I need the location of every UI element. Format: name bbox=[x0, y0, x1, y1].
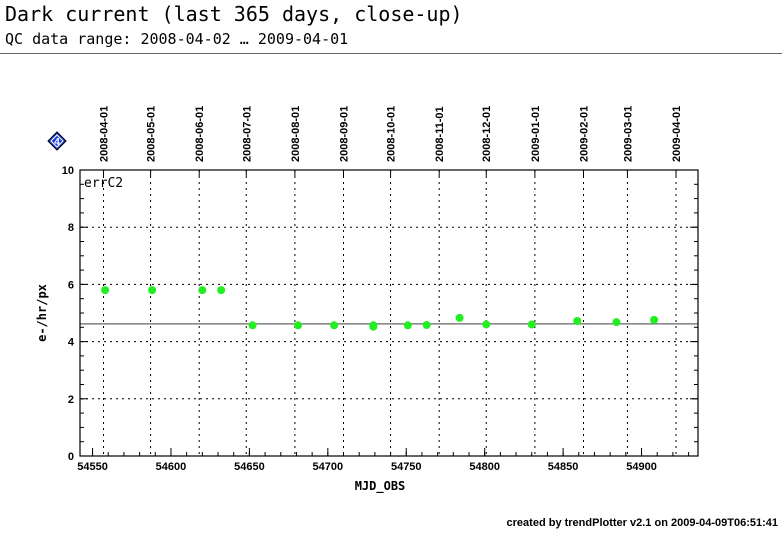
top-date-label: 2008-07-01 bbox=[241, 106, 253, 162]
top-date-label: 2008-06-01 bbox=[194, 106, 206, 162]
x-tick-label: 54750 bbox=[391, 461, 422, 473]
data-point bbox=[294, 321, 303, 330]
data-point bbox=[403, 321, 412, 330]
data-point bbox=[248, 321, 257, 330]
top-date-label: 2009-01-01 bbox=[530, 106, 542, 162]
header-divider bbox=[0, 53, 782, 54]
y-tick-label: 4 bbox=[68, 337, 75, 349]
data-point bbox=[455, 313, 464, 322]
data-point bbox=[573, 317, 582, 326]
top-date-label: 2009-03-01 bbox=[622, 106, 634, 162]
x-tick-label: 54600 bbox=[156, 461, 187, 473]
data-point bbox=[330, 321, 339, 330]
y-tick-labels: 0 2 4 6 8 10 bbox=[62, 165, 75, 463]
page-title: Dark current (last 365 days, close-up) bbox=[5, 2, 463, 26]
top-date-label: 2008-10-01 bbox=[386, 106, 398, 162]
data-point bbox=[148, 286, 157, 295]
top-date-label: 2008-11-01 bbox=[434, 106, 446, 162]
data-point bbox=[650, 315, 659, 324]
top-date-label: 2008-12-01 bbox=[481, 106, 493, 162]
data-point bbox=[198, 286, 207, 295]
y-tick-label: 2 bbox=[68, 394, 74, 406]
data-point bbox=[217, 286, 226, 295]
badge-diamond-icon[interactable]: 4 bbox=[47, 131, 67, 151]
y-tick-label: 6 bbox=[68, 279, 74, 291]
data-point bbox=[369, 322, 378, 331]
top-date-label: 2008-08-01 bbox=[290, 106, 302, 162]
y-tick-label: 10 bbox=[62, 165, 74, 177]
axis-ticks bbox=[80, 169, 698, 457]
x-tick-label: 54650 bbox=[234, 461, 265, 473]
y-axis-label: e-/hr/px bbox=[35, 284, 49, 342]
x-tick-label: 54850 bbox=[548, 461, 579, 473]
top-date-labels: 2008-04-01 2008-05-01 2008-06-01 2008-07-01… bbox=[99, 106, 684, 162]
x-tick-labels: 54550 54600 54650 54700 54750 54800 54850 54900 bbox=[77, 461, 657, 473]
x-tick-label: 54800 bbox=[469, 461, 500, 473]
x-axis-label: MJD_OBS bbox=[355, 479, 406, 494]
badge-label: 4 bbox=[54, 137, 60, 148]
x-tick-label: 54900 bbox=[626, 461, 657, 473]
panel-label: errC2 bbox=[84, 176, 123, 191]
top-date-label: 2008-05-01 bbox=[146, 106, 158, 162]
page-subtitle: QC data range: 2008-04-02 … 2009-04-01 bbox=[5, 30, 349, 48]
x-tick-label: 54550 bbox=[77, 461, 108, 473]
data-point bbox=[482, 320, 491, 329]
footer-credit: created by trendPlotter v2.1 on 2009-04-… bbox=[506, 517, 778, 529]
data-point bbox=[101, 286, 110, 295]
grid bbox=[80, 170, 698, 456]
top-date-label: 2009-04-01 bbox=[671, 106, 683, 162]
plot-frame bbox=[79, 169, 699, 457]
y-tick-label: 8 bbox=[68, 222, 74, 234]
top-date-label: 2008-09-01 bbox=[339, 106, 351, 162]
data-point bbox=[527, 320, 536, 329]
x-tick-label: 54700 bbox=[313, 461, 344, 473]
data-point bbox=[422, 321, 431, 330]
top-date-label: 2008-04-01 bbox=[99, 106, 111, 162]
data-points bbox=[101, 286, 659, 331]
data-point bbox=[612, 318, 621, 327]
top-date-label: 2009-02-01 bbox=[578, 106, 590, 162]
y-tick-label: 0 bbox=[68, 451, 74, 463]
